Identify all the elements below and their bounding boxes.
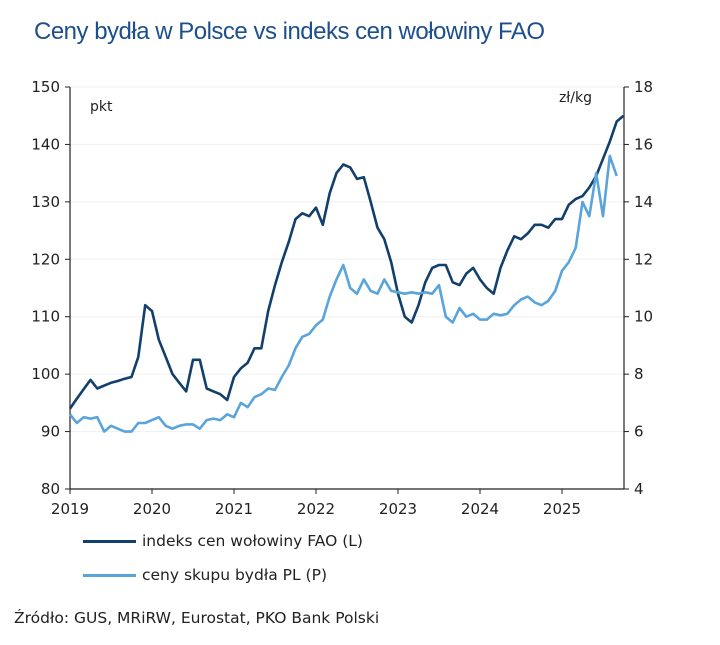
right-axis-tick-label: 10 [634,308,653,326]
legend-swatch-pl [83,573,136,577]
chart-title: Ceny bydła w Polsce vs indeks cen wołowi… [34,18,545,45]
right-axis-tick-label: 14 [634,193,653,211]
legend-label: ceny skupu bydła PL (P) [142,566,328,584]
right-axis-tick-label: 4 [634,480,644,498]
right-axis-tick-label: 16 [634,135,653,153]
left-axis-tick-label: 100 [31,365,60,383]
right-axis-tick-label: 18 [634,78,653,96]
left-axis-tick-label: 110 [31,308,60,326]
x-axis-tick-label: 2024 [461,500,499,518]
legend-label: indeks cen wołowiny FAO (L) [142,532,363,550]
left-axis-tick-label: 80 [41,480,60,498]
legend-item-pl: ceny skupu bydła PL (P) [83,566,327,584]
legend-item-fao: indeks cen wołowiny FAO (L) [83,532,363,550]
x-axis-tick-label: 2023 [379,500,417,518]
left-axis-tick-label: 120 [31,250,60,268]
left-axis-unit: pkt [90,99,113,115]
x-axis-tick-label: 2025 [543,500,581,518]
left-axis-tick-label: 150 [31,78,60,96]
right-axis-tick-label: 8 [634,365,644,383]
source-note: Źródło: GUS, MRiRW, Eurostat, PKO Bank P… [14,609,380,627]
x-axis-tick-label: 2019 [51,500,89,518]
left-axis-tick-label: 130 [31,193,60,211]
left-axis-tick-label: 90 [41,423,60,441]
right-axis-unit: zł/kg [559,90,592,106]
right-axis-tick-label: 6 [634,423,644,441]
x-axis-tick-label: 2020 [133,500,171,518]
x-axis-tick-label: 2022 [297,500,335,518]
legend-swatch-fao [83,539,136,543]
left-axis-tick-label: 140 [31,135,60,153]
series-line-fao [68,114,625,410]
right-axis-tick-label: 12 [634,250,653,268]
series-line-pl [68,154,618,433]
x-axis-tick-label: 2021 [215,500,253,518]
